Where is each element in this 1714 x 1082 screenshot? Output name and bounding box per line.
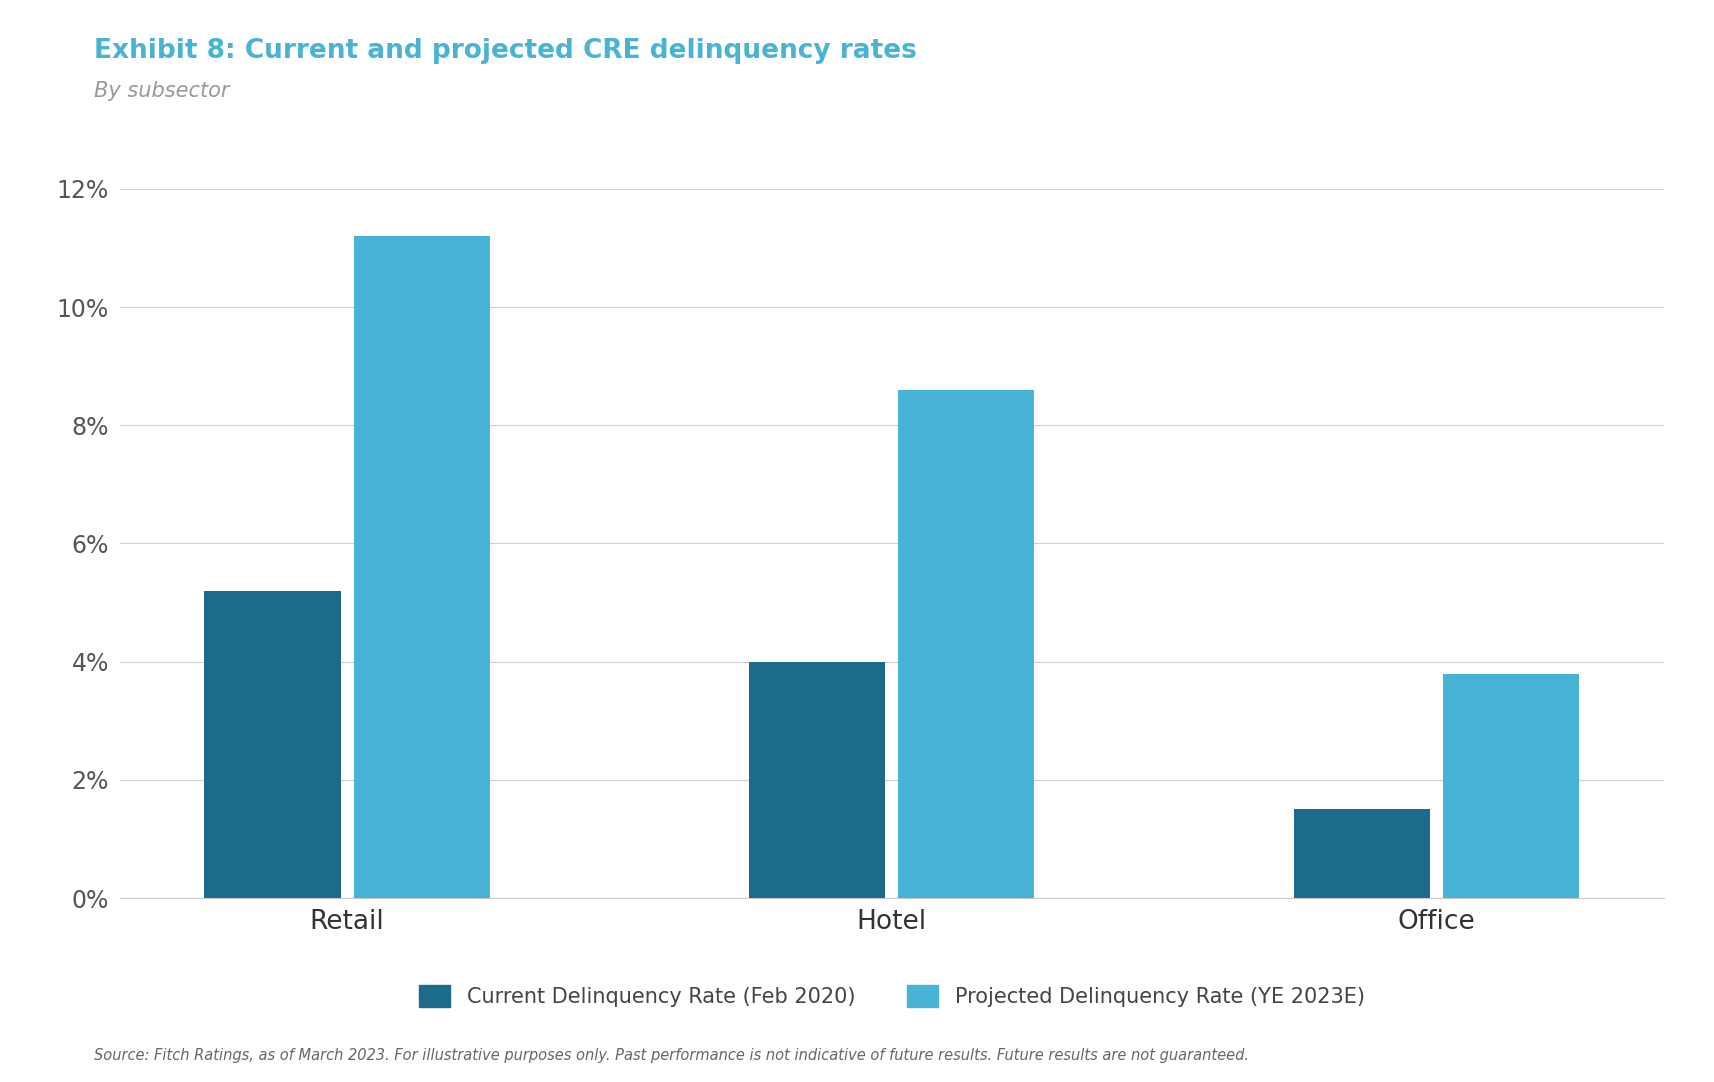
- Text: Exhibit 8: Current and projected CRE delinquency rates: Exhibit 8: Current and projected CRE del…: [94, 38, 917, 64]
- Bar: [1441, 673, 1579, 898]
- Bar: [1292, 809, 1429, 898]
- Bar: [898, 390, 1034, 898]
- Text: Source: Fitch Ratings, as of March 2023. For illustrative purposes only. Past pe: Source: Fitch Ratings, as of March 2023.…: [94, 1047, 1248, 1063]
- Bar: [204, 591, 341, 898]
- Text: By subsector: By subsector: [94, 81, 230, 101]
- Legend: Current Delinquency Rate (Feb 2020), Projected Delinquency Rate (YE 2023E): Current Delinquency Rate (Feb 2020), Pro…: [418, 986, 1364, 1007]
- Bar: [353, 236, 490, 898]
- Bar: [749, 662, 884, 898]
